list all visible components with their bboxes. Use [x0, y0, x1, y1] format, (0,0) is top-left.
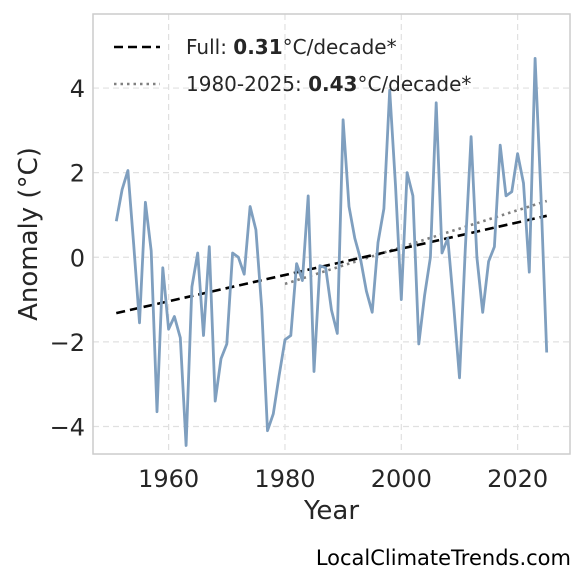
x-tick-label: 2000 [371, 465, 432, 493]
anomaly-series-line [114, 57, 549, 447]
y-axis-ticks: −4 −2 0 2 4 [50, 75, 85, 441]
y-tick-label: −4 [50, 414, 85, 442]
legend: Full: 0.31°C/decade*1980-2025: 0.43°C/de… [114, 35, 471, 96]
y-tick-label: 0 [70, 244, 85, 272]
legend-full-label: Full: 0.31°C/decade* [186, 35, 397, 59]
legend-full-rate: 0.31 [233, 35, 282, 59]
plot-frame [92, 13, 571, 455]
y-tick-label: 4 [70, 75, 85, 103]
legend-recent-prefix: 1980-2025: [186, 72, 308, 96]
legend-recent-rate: 0.43 [308, 72, 357, 96]
x-tick-label: 1980 [254, 465, 315, 493]
x-axis-label: Year [303, 496, 359, 526]
grid [93, 14, 570, 454]
y-tick-label: −2 [50, 329, 85, 357]
x-tick-label: 1960 [138, 465, 199, 493]
x-tick-label: 2020 [487, 465, 548, 493]
legend-recent-suffix: °C/decade* [357, 72, 471, 96]
y-axis-label: Anomaly (°C) [14, 147, 44, 321]
legend-full-suffix: °C/decade* [283, 35, 397, 59]
source-credit: LocalClimateTrends.com [315, 546, 571, 570]
x-axis-ticks: 1960 1980 2000 2020 [138, 465, 548, 493]
legend-full-prefix: Full: [186, 35, 233, 59]
series-group [114, 57, 549, 447]
y-tick-label: 2 [70, 160, 85, 188]
legend-recent-label: 1980-2025: 0.43°C/decade* [186, 72, 471, 96]
